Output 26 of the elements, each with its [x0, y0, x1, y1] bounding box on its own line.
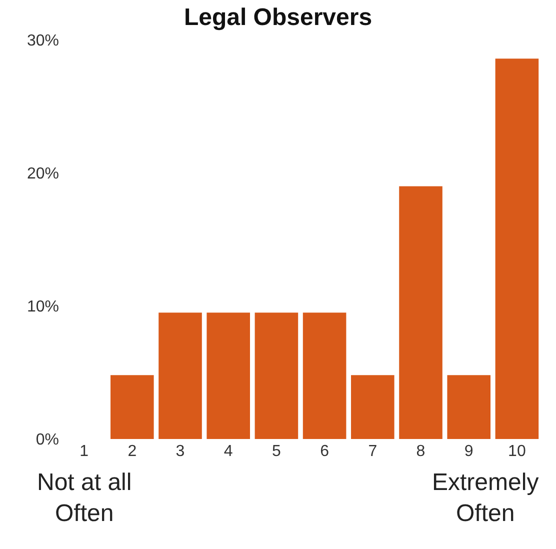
x-tick-label: 5 — [272, 443, 281, 460]
x-tick-label: 7 — [368, 443, 378, 460]
y-tick-label: 30% — [26, 32, 59, 50]
bar — [351, 375, 394, 439]
x-tick-label: 9 — [464, 443, 474, 460]
y-tick-label: 10% — [26, 298, 59, 316]
bar — [206, 312, 250, 439]
text: Not at all Often — [37, 469, 132, 528]
y-tick-label: 20% — [26, 166, 59, 183]
bar — [495, 58, 539, 439]
x-tick-label: 2 — [128, 443, 137, 460]
bar — [254, 312, 298, 439]
x-tick-label: 8 — [416, 443, 426, 460]
bar — [158, 312, 202, 439]
bar — [399, 186, 442, 439]
bar — [302, 312, 346, 439]
text: Extremely Often — [432, 469, 539, 528]
bar — [110, 375, 154, 439]
x-tick-label: 1 — [80, 443, 89, 460]
bar — [447, 375, 490, 439]
x-tick-label: 10 — [508, 443, 526, 460]
chart-title: Legal Observers — [184, 4, 372, 32]
x-tick-label: 3 — [176, 443, 185, 460]
y-tick-label: 0% — [36, 432, 59, 449]
x-tick-label: 6 — [320, 443, 330, 460]
x-tick-label: 4 — [224, 443, 233, 460]
